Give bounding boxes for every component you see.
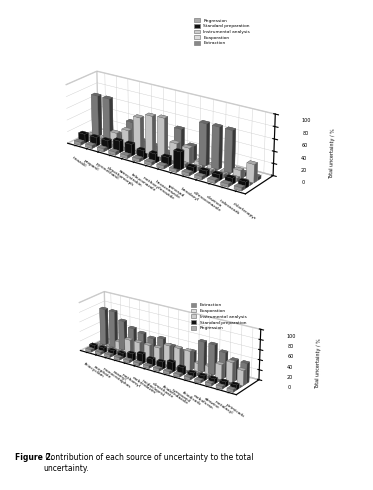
Legend: Extraction, Evaporation, Instrumental analysis, Standard preparation, Regression: Extraction, Evaporation, Instrumental an… [190,302,247,331]
Text: Figure 2.: Figure 2. [15,453,54,462]
Legend: Regression, Standard preparation, Instrumental analysis, Evaporation, Extraction: Regression, Standard preparation, Instru… [193,17,251,47]
Text: Contribution of each source of uncertainty to the total
uncertainty.: Contribution of each source of uncertain… [43,453,253,473]
